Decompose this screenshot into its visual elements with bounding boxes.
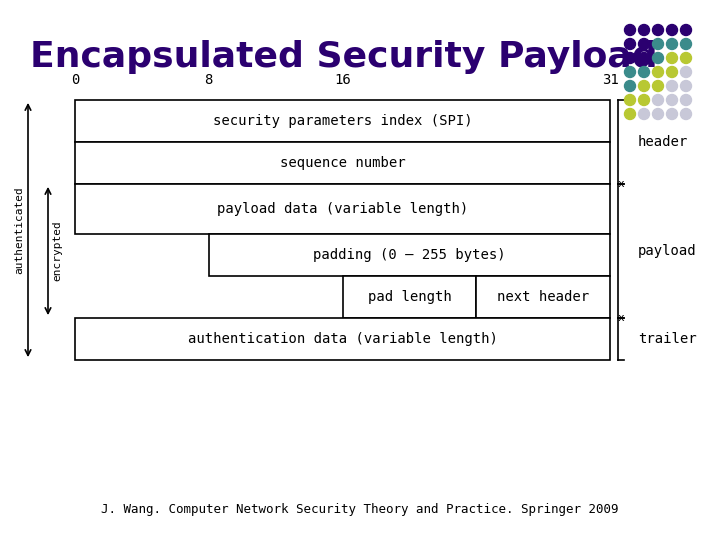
Circle shape xyxy=(624,38,636,50)
Circle shape xyxy=(624,66,636,78)
Text: header: header xyxy=(638,135,688,149)
Circle shape xyxy=(680,38,691,50)
Bar xyxy=(75,318,610,360)
Circle shape xyxy=(639,80,649,91)
Text: encrypted: encrypted xyxy=(52,221,62,281)
Circle shape xyxy=(624,52,636,64)
Circle shape xyxy=(667,80,678,91)
Bar xyxy=(209,234,610,276)
Circle shape xyxy=(680,94,691,105)
Bar xyxy=(75,100,610,142)
Circle shape xyxy=(667,24,678,36)
Circle shape xyxy=(639,24,649,36)
Bar xyxy=(75,142,610,184)
Text: security parameters index (SPI): security parameters index (SPI) xyxy=(212,114,472,128)
Text: Encapsulated Security Payload: Encapsulated Security Payload xyxy=(30,40,657,74)
Circle shape xyxy=(639,109,649,119)
Circle shape xyxy=(680,80,691,91)
Circle shape xyxy=(639,38,649,50)
Circle shape xyxy=(680,24,691,36)
Circle shape xyxy=(639,52,649,64)
Bar xyxy=(343,276,476,318)
Text: 31: 31 xyxy=(602,73,618,87)
Circle shape xyxy=(652,109,664,119)
Text: sequence number: sequence number xyxy=(279,156,405,170)
Text: pad length: pad length xyxy=(367,290,451,304)
Text: J. Wang. Computer Network Security Theory and Practice. Springer 2009: J. Wang. Computer Network Security Theor… xyxy=(102,503,618,516)
Text: x: x xyxy=(618,179,624,189)
Text: payload data (variable length): payload data (variable length) xyxy=(217,202,468,216)
Circle shape xyxy=(652,38,664,50)
Circle shape xyxy=(680,66,691,78)
Circle shape xyxy=(667,52,678,64)
Text: 0: 0 xyxy=(71,73,79,87)
Circle shape xyxy=(652,66,664,78)
Bar xyxy=(476,276,610,318)
Bar xyxy=(75,184,610,234)
Text: 8: 8 xyxy=(204,73,213,87)
Circle shape xyxy=(667,94,678,105)
Circle shape xyxy=(624,109,636,119)
Circle shape xyxy=(667,66,678,78)
Text: next header: next header xyxy=(497,290,589,304)
Circle shape xyxy=(667,109,678,119)
Text: authentication data (variable length): authentication data (variable length) xyxy=(188,332,498,346)
Text: authenticated: authenticated xyxy=(14,186,24,274)
Circle shape xyxy=(652,80,664,91)
Circle shape xyxy=(624,94,636,105)
Circle shape xyxy=(680,109,691,119)
Circle shape xyxy=(652,24,664,36)
Circle shape xyxy=(639,94,649,105)
Circle shape xyxy=(652,52,664,64)
Text: trailer: trailer xyxy=(638,332,697,346)
Circle shape xyxy=(680,52,691,64)
Text: x: x xyxy=(618,313,624,323)
Circle shape xyxy=(667,38,678,50)
Circle shape xyxy=(639,66,649,78)
Text: padding (0 – 255 bytes): padding (0 – 255 bytes) xyxy=(313,248,505,262)
Circle shape xyxy=(624,24,636,36)
Circle shape xyxy=(624,80,636,91)
Text: 16: 16 xyxy=(334,73,351,87)
Text: payload: payload xyxy=(638,244,697,258)
Circle shape xyxy=(652,94,664,105)
